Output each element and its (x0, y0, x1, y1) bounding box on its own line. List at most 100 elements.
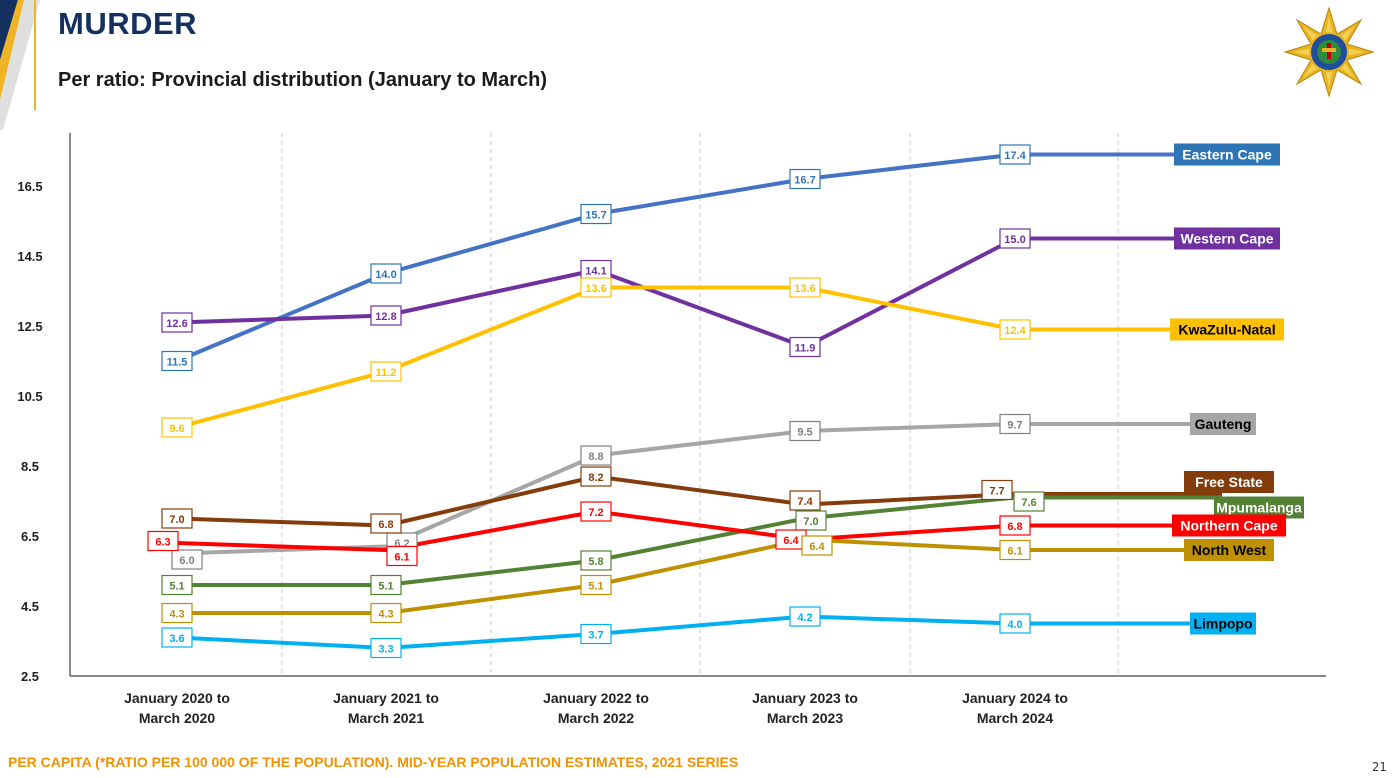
data-label: 4.3 (378, 609, 393, 621)
data-label-box (580, 574, 612, 596)
data-label-box (580, 203, 612, 225)
data-label: 13.6 (585, 283, 606, 295)
data-label-box (161, 312, 193, 333)
y-tick-label: 8.5 (21, 459, 39, 474)
data-label: 5.1 (378, 581, 393, 593)
y-tick-label: 6.5 (21, 529, 39, 544)
data-label-box (370, 602, 402, 624)
data-label: 6.8 (1007, 521, 1022, 533)
data-label: 7.7 (989, 486, 1004, 498)
data-label: 17.4 (1004, 150, 1026, 162)
data-label: 11.5 (167, 357, 188, 369)
series-line-mpumalanga (177, 495, 1222, 587)
data-label: 5.1 (169, 581, 184, 593)
data-label: 6.4 (783, 535, 799, 547)
data-label-box (147, 530, 179, 552)
y-tick-label: 2.5 (21, 669, 39, 684)
data-label: 14.1 (585, 266, 606, 278)
data-label-box (999, 613, 1031, 634)
series-line-kwazulu-natal (176, 285, 1222, 430)
data-label-box (370, 637, 402, 659)
data-label: 9.7 (1007, 420, 1022, 432)
data-label: 11.9 (795, 343, 816, 355)
legend-box-free-state (1184, 471, 1274, 493)
y-tick-label: 4.5 (21, 599, 39, 614)
data-label: 7.6 (1021, 497, 1036, 509)
legend-label-north-west: North West (1192, 542, 1267, 558)
header-divider (34, 0, 36, 110)
y-tick-label: 16.5 (17, 179, 42, 194)
data-label: 6.1 (394, 552, 409, 564)
legend-label-kwazulu-natal: KwaZulu-Natal (1178, 322, 1275, 338)
data-label-box (789, 606, 821, 627)
legend-label-eastern-cape: Eastern Cape (1182, 147, 1272, 163)
x-tick-label: January 2020 to (124, 690, 230, 706)
data-label-box (795, 510, 827, 531)
data-label-box (580, 501, 612, 522)
data-label: 9.6 (169, 423, 184, 435)
data-label-box (789, 336, 821, 358)
x-tick-label: March 2020 (139, 710, 215, 726)
legend-label-western-cape: Western Cape (1180, 231, 1273, 247)
data-label: 6.4 (809, 541, 825, 553)
legend-box-north-west (1184, 539, 1274, 561)
data-label: 13.6 (794, 283, 815, 295)
legend-box-limpopo (1190, 612, 1256, 635)
data-label-box (999, 144, 1031, 165)
data-label-box (580, 623, 612, 645)
data-label: 8.2 (588, 472, 603, 484)
data-label-box (580, 277, 612, 298)
x-tick-label: March 2023 (767, 710, 843, 726)
legend-label-free-state: Free State (1195, 474, 1263, 490)
legend-label-mpumalanga: Mpumalanga (1216, 500, 1302, 516)
data-label: 12.4 (1004, 325, 1026, 337)
page-title: MURDER (58, 6, 198, 41)
x-tick-label: January 2022 to (543, 690, 649, 706)
series-line-western-cape (176, 236, 1222, 349)
data-label: 3.3 (378, 644, 393, 656)
data-label-box (981, 479, 1013, 501)
data-label-box (370, 513, 402, 534)
data-label: 7.0 (169, 514, 184, 526)
legend-box-gauteng (1190, 413, 1256, 435)
legend-box-eastern-cape (1174, 143, 1280, 166)
data-label: 5.8 (588, 556, 603, 568)
data-label: 11.2 (376, 367, 397, 379)
x-tick-label: March 2024 (977, 710, 1053, 726)
legend-box-mpumalanga (1214, 496, 1304, 519)
data-label: 6.0 (179, 555, 194, 567)
data-label-box (999, 515, 1031, 536)
data-label-box (580, 466, 612, 487)
series-line-eastern-cape (176, 152, 1222, 363)
series-line-limpopo (176, 614, 1222, 650)
data-label: 12.8 (375, 311, 396, 323)
data-label: 4.2 (797, 612, 812, 624)
y-tick-label: 14.5 (17, 249, 42, 264)
data-label-box (161, 417, 193, 438)
data-label-box (161, 508, 193, 529)
data-label: 7.2 (588, 507, 603, 519)
data-label-box (171, 549, 203, 570)
x-tick-label: January 2021 to (333, 690, 439, 706)
legend-label-limpopo: Limpopo (1193, 616, 1252, 632)
y-tick-label: 12.5 (17, 319, 42, 334)
data-label: 8.8 (588, 451, 603, 463)
y-tick-label: 10.5 (17, 389, 42, 404)
data-label: 7.4 (797, 496, 813, 508)
data-label-box (370, 574, 402, 596)
data-label: 9.5 (797, 427, 812, 439)
page-number: 21 (1372, 760, 1387, 774)
data-label-box (580, 550, 612, 571)
data-label-box (789, 490, 821, 511)
x-tick-label: March 2021 (348, 710, 424, 726)
legend-box-northern-cape (1172, 514, 1286, 537)
x-tick-label: January 2024 to (962, 690, 1068, 706)
page-subtitle: Per ratio: Provincial distribution (Janu… (58, 69, 547, 91)
legend-box-western-cape (1174, 227, 1280, 250)
series-line-north-west (177, 537, 1222, 615)
legend-label-gauteng: Gauteng (1195, 416, 1252, 432)
data-label-box (161, 574, 193, 596)
data-label-box (370, 305, 402, 326)
data-label: 3.6 (169, 633, 184, 645)
series-line-northern-cape (176, 509, 1222, 552)
